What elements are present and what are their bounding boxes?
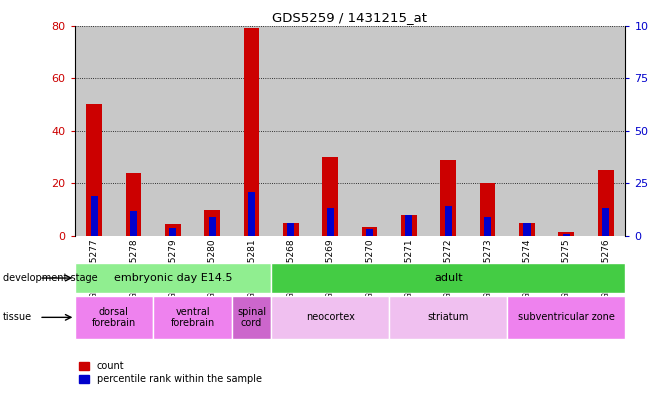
Bar	[519, 223, 535, 236]
Bar	[480, 183, 496, 236]
Bar	[75, 296, 153, 339]
Bar	[602, 208, 609, 236]
Text: spinal
cord: spinal cord	[237, 307, 266, 328]
Text: striatum: striatum	[428, 312, 469, 322]
Text: subventricular zone: subventricular zone	[518, 312, 615, 322]
Bar	[287, 223, 294, 236]
Bar	[441, 160, 456, 236]
Bar	[75, 26, 114, 236]
Bar	[507, 296, 625, 339]
Text: embryonic day E14.5: embryonic day E14.5	[113, 273, 232, 283]
Bar	[547, 26, 586, 236]
Bar	[445, 206, 452, 236]
Bar	[209, 217, 216, 236]
Bar	[272, 263, 625, 293]
Bar	[406, 215, 413, 236]
Bar	[283, 223, 299, 236]
Bar	[524, 223, 531, 236]
Bar	[192, 26, 232, 236]
Bar	[389, 296, 507, 339]
Bar	[559, 232, 574, 236]
Bar	[350, 26, 389, 236]
Bar	[165, 224, 181, 236]
Bar	[428, 26, 468, 236]
Text: ventral
forebrain: ventral forebrain	[170, 307, 214, 328]
Text: neocortex: neocortex	[306, 312, 354, 322]
Legend: count, percentile rank within the sample: count, percentile rank within the sample	[80, 361, 262, 384]
Bar	[562, 234, 570, 236]
Bar	[75, 263, 272, 293]
Bar	[86, 105, 102, 236]
Bar	[232, 296, 272, 339]
Text: development stage: development stage	[3, 273, 98, 283]
Bar	[484, 217, 491, 236]
Text: tissue: tissue	[3, 312, 32, 322]
Title: GDS5259 / 1431215_at: GDS5259 / 1431215_at	[272, 11, 428, 24]
Bar	[366, 230, 373, 236]
Text: adult: adult	[434, 273, 463, 283]
Bar	[153, 26, 192, 236]
Bar	[586, 26, 625, 236]
Bar	[362, 227, 377, 236]
Bar	[130, 211, 137, 236]
Bar	[244, 28, 259, 236]
Bar	[507, 26, 547, 236]
Bar	[91, 196, 98, 236]
Bar	[204, 209, 220, 236]
Bar	[327, 208, 334, 236]
Bar	[114, 26, 153, 236]
Bar	[322, 157, 338, 236]
Bar	[272, 296, 389, 339]
Bar	[310, 26, 350, 236]
Bar	[468, 26, 507, 236]
Text: dorsal
forebrain: dorsal forebrain	[92, 307, 136, 328]
Bar	[401, 215, 417, 236]
Bar	[389, 26, 428, 236]
Bar	[597, 170, 614, 236]
Bar	[232, 26, 272, 236]
Bar	[169, 228, 176, 236]
Bar	[248, 192, 255, 236]
Bar	[126, 173, 141, 236]
Bar	[153, 296, 232, 339]
Bar	[272, 26, 310, 236]
